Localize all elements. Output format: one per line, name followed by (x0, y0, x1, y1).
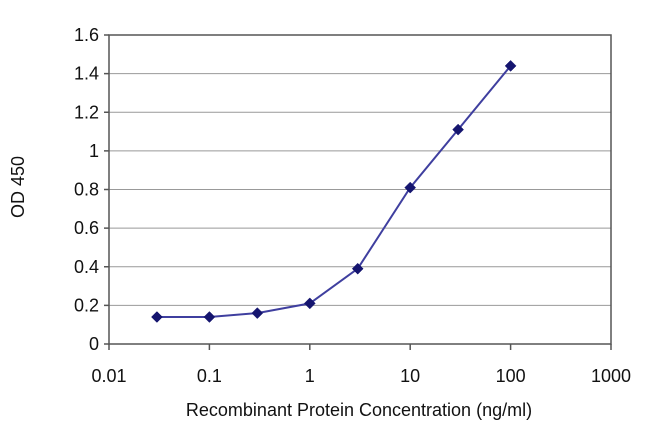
y-axis-tick-labels: 0 0.2 0.4 0.6 0.8 1 1.2 1.4 1.6 (74, 25, 99, 354)
y-tick-label-3: 0.6 (74, 218, 99, 238)
x-tick-label-0: 0.01 (91, 366, 126, 386)
y-axis-label: OD 450 (8, 156, 28, 218)
y-tick-label-6: 1.2 (74, 102, 99, 122)
data-point-6 (452, 123, 464, 136)
data-point-5 (404, 181, 417, 194)
data-point-2 (251, 307, 264, 319)
y-tick-label-4: 0.8 (74, 180, 99, 200)
x-tick-label-1: 0.1 (197, 366, 222, 386)
data-point-1 (203, 311, 216, 323)
y-tick-label-1: 0.2 (74, 295, 99, 315)
y-tick-label-5: 1 (89, 141, 99, 161)
series-0 (156, 65, 512, 318)
data-point-4 (351, 262, 364, 275)
y-tick-label-7: 1.4 (74, 64, 99, 84)
y-tick-label-0: 0 (89, 334, 99, 354)
y-tick-label-8: 1.6 (74, 25, 99, 45)
x-tick-label-4: 100 (496, 366, 526, 386)
axis-ticks (104, 34, 612, 350)
data-point-0 (151, 311, 163, 323)
x-tick-label-3: 10 (400, 366, 420, 386)
series-0-points (151, 60, 517, 323)
y-tick-label-2: 0.4 (74, 257, 99, 277)
series-0-line (156, 65, 512, 318)
x-axis-tick-labels: 0.01 0.1 1 10 100 1000 (91, 366, 631, 386)
x-axis-label: Recombinant Protein Concentration (ng/ml… (186, 400, 532, 420)
data-point-3 (303, 297, 316, 310)
data-point-7 (504, 60, 517, 72)
x-tick-label-5: 1000 (591, 366, 631, 386)
x-tick-label-2: 1 (305, 366, 315, 386)
